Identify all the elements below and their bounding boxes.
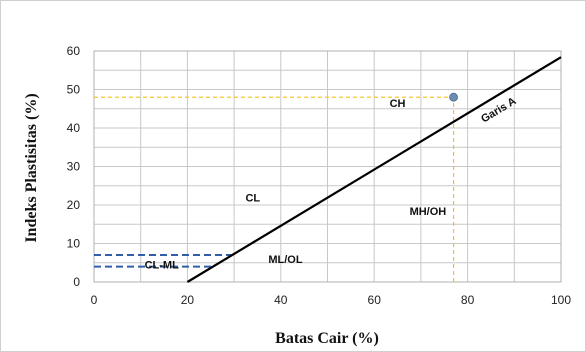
x-axis-title: Batas Cair (%)	[275, 330, 379, 347]
y-tick-label: 40	[67, 121, 81, 135]
y-tick-label: 50	[67, 83, 81, 97]
cl-ml-band	[94, 254, 233, 268]
x-tick-label: 100	[551, 293, 571, 307]
x-tick-label: 40	[274, 293, 288, 307]
x-tick-labels: 0 20 40 60 80 100	[91, 293, 572, 307]
zone-label-ch: CH	[390, 98, 406, 110]
y-tick-label: 20	[67, 198, 81, 212]
y-tick-label: 10	[67, 237, 81, 251]
zone-label-ml-ol: ML/OL	[268, 254, 302, 266]
gridlines	[93, 50, 562, 283]
x-tick-label: 0	[91, 293, 98, 307]
x-tick-label: 60	[368, 293, 382, 307]
a-line-path	[186, 56, 562, 283]
sample-point	[449, 92, 458, 102]
zone-labels: CH CL MH/OH ML/OL CL-ML	[145, 98, 447, 272]
y-tick-label: 60	[67, 44, 81, 58]
zone-label-cl: CL	[245, 192, 260, 204]
guide-lines	[94, 96, 455, 282]
zone-label-mh-oh: MH/OH	[410, 206, 447, 218]
y-axis-title: Indeks Plastisitas (%)	[23, 93, 40, 242]
x-tick-label: 20	[181, 293, 195, 307]
data-points	[449, 92, 458, 102]
y-tick-label: 30	[67, 160, 81, 174]
y-tick-labels: 0 10 20 30 40 50 60	[67, 44, 81, 289]
x-tick-label: 80	[461, 293, 475, 307]
y-tick-label: 0	[73, 275, 80, 289]
plot-area-border	[93, 50, 562, 283]
zone-label-cl-ml: CL-ML	[145, 260, 179, 272]
